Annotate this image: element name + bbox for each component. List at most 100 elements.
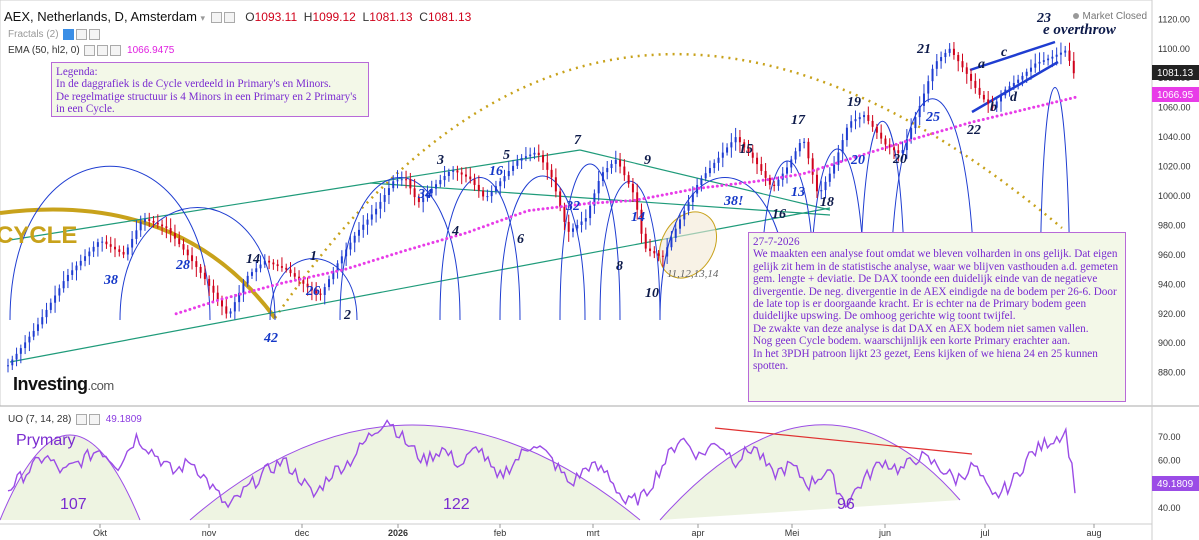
ema-dot [417, 244, 421, 248]
price-tick-label: 1100.00 [1158, 44, 1190, 54]
cycle-arc [499, 175, 586, 321]
ema-dot [706, 185, 710, 189]
channel-mid [369, 182, 831, 216]
price-candle-body [550, 169, 553, 178]
ema-dot [935, 130, 939, 134]
ema-dot [660, 193, 664, 197]
price-candle-body [687, 202, 690, 211]
price-candle-body [674, 228, 677, 238]
price-candle-body [435, 184, 438, 189]
close-icon[interactable] [89, 29, 101, 40]
wave-label: 16 [489, 164, 503, 179]
color-swatch-icon[interactable] [63, 29, 75, 40]
ema-dot [234, 293, 238, 297]
wave-label: 4 [452, 224, 459, 239]
ema-dot [637, 198, 641, 202]
chevron-down-icon[interactable]: ▾ [200, 13, 206, 23]
price-candle-body [589, 205, 592, 219]
fractals-indicator-label[interactable]: Fractals (2) [8, 29, 101, 40]
price-candle-body [1008, 86, 1011, 90]
price-candle-body [678, 219, 681, 229]
settings-icon[interactable] [84, 45, 96, 56]
price-tick-label: 880.00 [1158, 368, 1186, 378]
ema-dot [344, 267, 348, 271]
ema-dot [362, 261, 366, 265]
ema-dot [536, 207, 540, 211]
uo-cycle-arcs [0, 424, 961, 521]
ema-dot [463, 231, 467, 235]
price-candle-body [375, 208, 378, 215]
price-candle-body [32, 330, 35, 337]
price-candle-body [987, 99, 990, 104]
price-candle-body [28, 336, 31, 343]
time-tick-label: jun [878, 528, 891, 538]
price-candle-body [503, 176, 506, 182]
close-icon[interactable] [223, 12, 235, 24]
ema-dot [968, 121, 972, 125]
ema-dot [367, 260, 371, 264]
price-candle-body [833, 164, 836, 174]
ema-dot [784, 175, 788, 179]
ema-price-badge [1152, 87, 1199, 102]
ema-dot [394, 251, 398, 255]
wedge-upper [969, 40, 1056, 72]
cycle-arc [439, 177, 521, 321]
ema-dot [353, 264, 357, 268]
price-candle-body [92, 246, 95, 252]
ema-price-badge-text: 1066.95 [1157, 90, 1194, 101]
price-candle-body [747, 147, 750, 153]
price-candle-body [670, 237, 673, 248]
ema-dot [757, 179, 761, 183]
uo-cycle-count: 107 [60, 496, 87, 513]
price-candle-body [75, 265, 78, 271]
price-candle-body [683, 210, 686, 220]
legend-note[interactable]: Legenda: In de daggrafiek is de Cycle ve… [51, 62, 369, 117]
uo-value-badge [1152, 476, 1199, 491]
price-candle-body [54, 295, 57, 303]
close-icon[interactable] [110, 45, 122, 56]
ema-dot [339, 268, 343, 272]
ema-dot [917, 135, 921, 139]
ema-dot [954, 125, 958, 129]
ema-dot [766, 178, 770, 182]
settings-icon[interactable] [76, 414, 88, 425]
ema-dot [413, 246, 417, 250]
ema-dot [491, 221, 495, 225]
chart-title[interactable]: AEX, Netherlands, D, Amsterdam [4, 9, 197, 24]
ema-indicator-label[interactable]: EMA (50, hl2, 0) 1066.9475 [8, 45, 175, 57]
ema-dot [674, 190, 678, 194]
eye-icon[interactable] [97, 45, 109, 56]
wedge-label-a: a [978, 57, 985, 72]
price-candle-body [653, 250, 656, 254]
analysis-note[interactable]: 27-7-2026 We maakten een analyse fout om… [748, 232, 1126, 402]
wave-label: 16 [772, 207, 786, 222]
price-candle-body [208, 278, 211, 286]
price-candle-body [109, 244, 112, 247]
price-candle-body [597, 180, 600, 194]
price-candle-body [786, 167, 789, 174]
close-icon[interactable] [89, 414, 101, 425]
ema-dot [564, 204, 568, 208]
ema-dot [679, 190, 683, 194]
chart-header: AEX, Netherlands, D, Amsterdam ▾ O1093.1… [4, 9, 471, 24]
price-candle-body [897, 150, 900, 154]
ema-dot [715, 184, 719, 188]
price-candle-body [464, 174, 467, 177]
ema-dot [931, 131, 935, 135]
price-candle-body [516, 160, 519, 166]
settings-icon[interactable] [210, 12, 222, 24]
price-candle-body [584, 218, 587, 222]
price-candle-body [417, 197, 420, 203]
ema-dot [541, 207, 545, 211]
ema-dot [912, 137, 916, 141]
settings-icon[interactable] [76, 29, 88, 40]
price-tick-label: 940.00 [1158, 279, 1186, 289]
price-candle-body [803, 141, 806, 144]
price-candle-body [961, 61, 964, 68]
ema-dot [500, 218, 504, 222]
uo-indicator-label[interactable]: UO (7, 14, 28) 49.1809 [8, 414, 142, 426]
ema-dot [821, 166, 825, 170]
price-candle-body [790, 159, 793, 168]
